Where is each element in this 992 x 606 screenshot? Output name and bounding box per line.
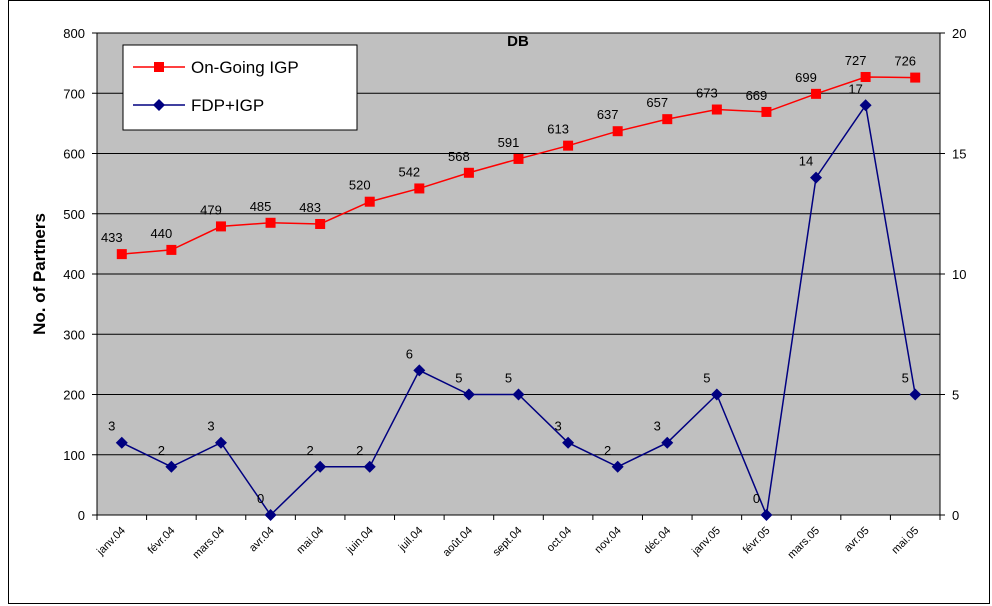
data-label: 657 [646, 95, 668, 110]
data-label: 673 [696, 86, 718, 101]
data-point [115, 436, 128, 449]
data-label: 2 [158, 443, 165, 458]
legend-marker [154, 62, 164, 72]
data-point [264, 509, 277, 521]
data-point [463, 167, 474, 178]
data-label: 542 [398, 164, 420, 179]
data-label: 14 [799, 154, 813, 169]
data-label: 483 [299, 200, 321, 215]
data-point [909, 388, 922, 401]
data-point [165, 460, 178, 473]
data-label: 440 [151, 226, 173, 241]
data-point [811, 88, 822, 99]
data-label: 5 [902, 371, 909, 386]
data-point [364, 196, 375, 207]
data-point [116, 249, 127, 260]
y2-tick-label: 5 [952, 388, 959, 403]
y2-tick-label: 20 [952, 26, 966, 41]
data-label: 520 [349, 178, 371, 193]
data-label: 726 [894, 54, 916, 69]
y2-tick-label: 0 [952, 508, 959, 523]
data-point [214, 436, 227, 449]
data-label: 485 [250, 199, 272, 214]
y-tick-label: 100 [63, 448, 85, 463]
y-axis-title: No. of Partners [30, 213, 49, 335]
data-point [413, 364, 426, 377]
data-point [860, 71, 871, 82]
y-tick-label: 800 [63, 26, 85, 41]
data-point [562, 436, 575, 449]
data-label: 5 [455, 371, 462, 386]
y2-tick-label: 15 [952, 147, 966, 162]
data-label: 2 [356, 443, 363, 458]
legend-marker [153, 99, 165, 111]
data-point [462, 388, 475, 401]
data-point [661, 436, 674, 449]
data-label: 2 [604, 443, 611, 458]
data-label: 613 [547, 122, 569, 137]
data-label: 3 [108, 419, 115, 434]
y-tick-label: 200 [63, 388, 85, 403]
data-point [760, 509, 773, 521]
data-point [512, 388, 525, 401]
data-point [215, 221, 226, 232]
data-point [662, 114, 673, 125]
y-tick-label: 0 [78, 508, 85, 523]
data-label: 5 [505, 371, 512, 386]
y-tick-label: 500 [63, 207, 85, 222]
data-label: 727 [845, 53, 867, 68]
legend-label: On-Going IGP [191, 58, 299, 77]
data-point [513, 153, 524, 164]
data-label: 479 [200, 202, 222, 217]
data-label: 568 [448, 149, 470, 164]
data-label: 3 [207, 419, 214, 434]
data-point [711, 104, 722, 115]
data-point [414, 183, 425, 194]
data-point [612, 126, 623, 137]
data-label: 17 [848, 81, 862, 96]
chart-title: DB [507, 33, 529, 50]
y-tick-label: 700 [63, 86, 85, 101]
data-point [315, 218, 326, 229]
data-label: 0 [753, 491, 760, 506]
data-label: 0 [257, 491, 264, 506]
data-point [166, 244, 177, 255]
data-label: 2 [307, 443, 314, 458]
data-label: 637 [597, 107, 619, 122]
data-point [563, 140, 574, 151]
data-label: 6 [406, 346, 413, 361]
data-point [363, 460, 376, 473]
data-label: 591 [498, 135, 520, 150]
data-label: 3 [654, 419, 661, 434]
data-point [761, 106, 772, 117]
legend-box [122, 44, 358, 131]
y-tick-label: 400 [63, 267, 85, 282]
data-point [710, 388, 723, 401]
data-point [810, 171, 823, 184]
y2-tick-label: 10 [952, 267, 966, 282]
data-point [314, 460, 327, 473]
data-point [611, 460, 624, 473]
data-label: 5 [703, 371, 710, 386]
data-label: 669 [746, 88, 768, 103]
data-point [265, 217, 276, 228]
y-tick-label: 300 [63, 327, 85, 342]
data-point [910, 72, 921, 83]
data-label: 3 [554, 419, 561, 434]
data-label: 433 [101, 230, 123, 245]
data-label: 699 [795, 70, 817, 85]
data-point [859, 99, 872, 112]
legend-label: FDP+IGP [191, 96, 264, 115]
y-tick-label: 600 [63, 147, 85, 162]
